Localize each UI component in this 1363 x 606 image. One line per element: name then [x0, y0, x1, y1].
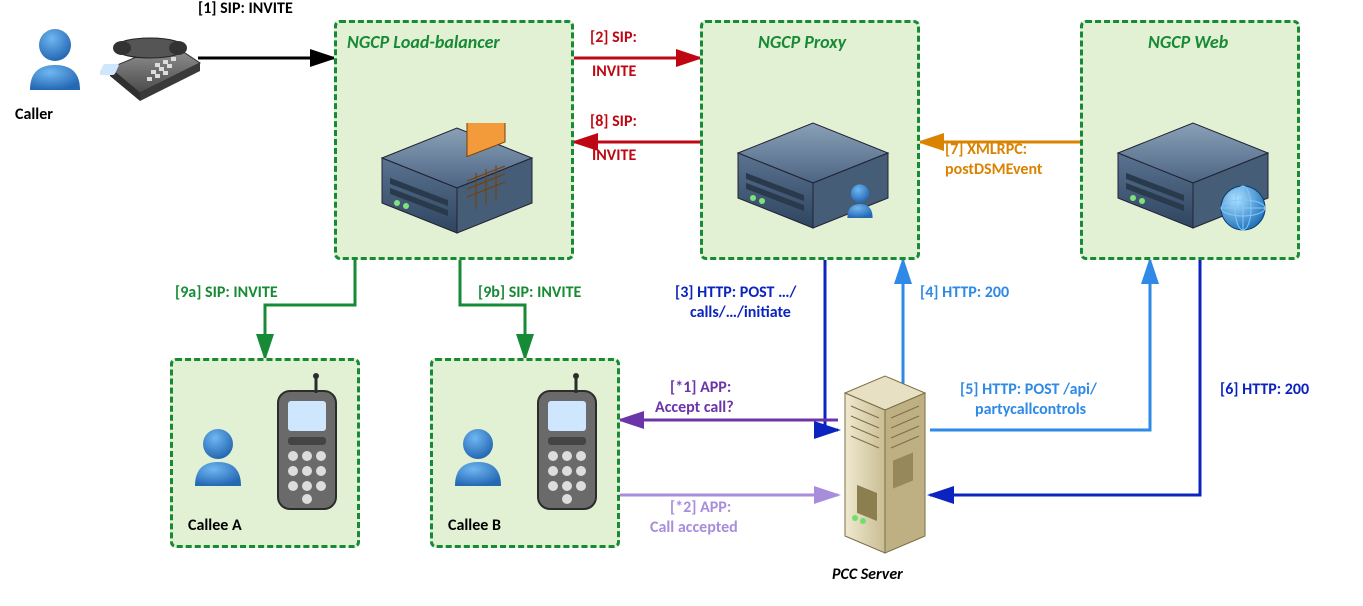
lbl-e9a: [9a] SIP: INVITE: [175, 283, 278, 302]
lbl-e7b: postDSMEvent: [945, 160, 1042, 179]
lbl-s1b: Accept call?: [655, 398, 734, 417]
pcc-server-icon: [835, 368, 935, 558]
web-server-icon: [1108, 118, 1278, 248]
lbl-s2a: [*2] APP:: [670, 498, 731, 517]
callee-a-label: Callee A: [188, 516, 242, 535]
caller-icon: [25, 25, 85, 95]
lbl-s1a: [*1] APP:: [670, 378, 731, 397]
callee-b-label: Callee B: [448, 516, 501, 535]
lbl-e3a: [3] HTTP: POST …/: [675, 283, 796, 302]
lbl-e9b: [9b] SIP: INVITE: [478, 283, 581, 302]
lbl-e4: [4] HTTP: 200: [920, 283, 1009, 302]
lbl-e1: [1] SIP: INVITE: [198, 0, 293, 18]
callee-a-person-icon: [191, 426, 246, 491]
box-callee-a: Callee A: [170, 358, 360, 548]
pcc-label: PCC Server: [832, 565, 903, 584]
phone-icon: [100, 18, 210, 113]
box-web: NGCP Web: [1080, 20, 1300, 260]
web-title: NGCP Web: [1148, 31, 1228, 53]
callee-a-phone-icon: [268, 371, 348, 521]
lbl-e8a: [8] SIP:: [590, 112, 637, 131]
box-proxy: NGCP Proxy: [700, 20, 920, 260]
proxy-title: NGCP Proxy: [758, 31, 846, 53]
lbl-e5a: [5] HTTP: POST /api/: [960, 380, 1097, 399]
lbl-e2a: [2] SIP:: [590, 28, 637, 47]
lb-server-icon: [372, 123, 542, 243]
callee-b-person-icon: [451, 426, 506, 491]
callee-b-phone-icon: [528, 371, 608, 521]
lb-title: NGCP Load-balancer: [347, 31, 500, 53]
lbl-e5b: partycallcontrols: [975, 400, 1086, 419]
lbl-e6: [6] HTTP: 200: [1220, 380, 1309, 399]
box-load-balancer: NGCP Load-balancer: [334, 20, 574, 260]
box-callee-b: Callee B: [430, 358, 620, 548]
lbl-s2b: Call accepted: [650, 518, 738, 537]
lbl-e7a: [7] XMLRPC:: [945, 140, 1027, 159]
proxy-server-icon: [728, 118, 898, 248]
lbl-e2b: INVITE: [592, 62, 636, 81]
caller-label: Caller: [15, 105, 53, 124]
lbl-e3b: calls/…/initiate: [690, 303, 791, 322]
lbl-e8b: INVITE: [592, 146, 636, 165]
